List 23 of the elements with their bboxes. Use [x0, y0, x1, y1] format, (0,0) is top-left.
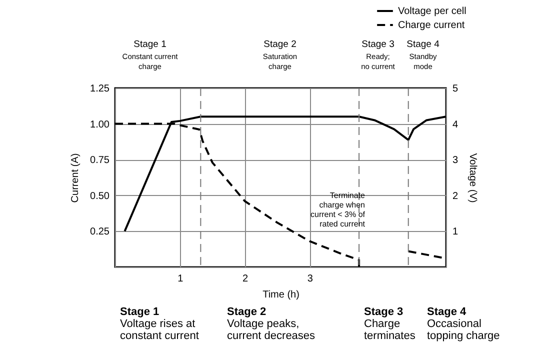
annotation: Terminate charge when current < 3% of rated current [310, 191, 366, 228]
y2-tick-label: 4 [452, 119, 458, 130]
text: Stage 3 Charge terminates [364, 306, 416, 342]
x-tick-label: 3 [307, 274, 314, 284]
y-tick-label: 0.75 [90, 155, 110, 166]
y2-tick-label: 5 [452, 84, 458, 94]
y-tick-label: 0.50 [90, 190, 110, 202]
y-tick-label: 1.25 [90, 84, 110, 94]
y-tick-label: 1.00 [90, 119, 110, 130]
text: Stage 1 Voltage rises at constant current [120, 306, 199, 342]
text: Stage 4 Occasional topping charge [427, 306, 500, 342]
y-tick-label: 0.25 [90, 226, 110, 238]
y-axis-title: Current (A) [70, 153, 82, 203]
y2-tick-label: 3 [452, 155, 458, 166]
x-tick-label: 1 [178, 274, 184, 284]
x-tick-label: 2 [242, 274, 249, 284]
y2-tick-label: 1 [452, 226, 458, 238]
x-axis-title: Time (h) [262, 290, 300, 300]
legend-label: Charge current [398, 20, 465, 31]
y2-tick-label: 2 [452, 190, 458, 202]
text: Stage 2 Voltage peaks, current decreases [227, 306, 316, 342]
y2-axis-title: Voltage (V) [467, 153, 478, 203]
legend-label: Voltage per cell [398, 6, 466, 17]
